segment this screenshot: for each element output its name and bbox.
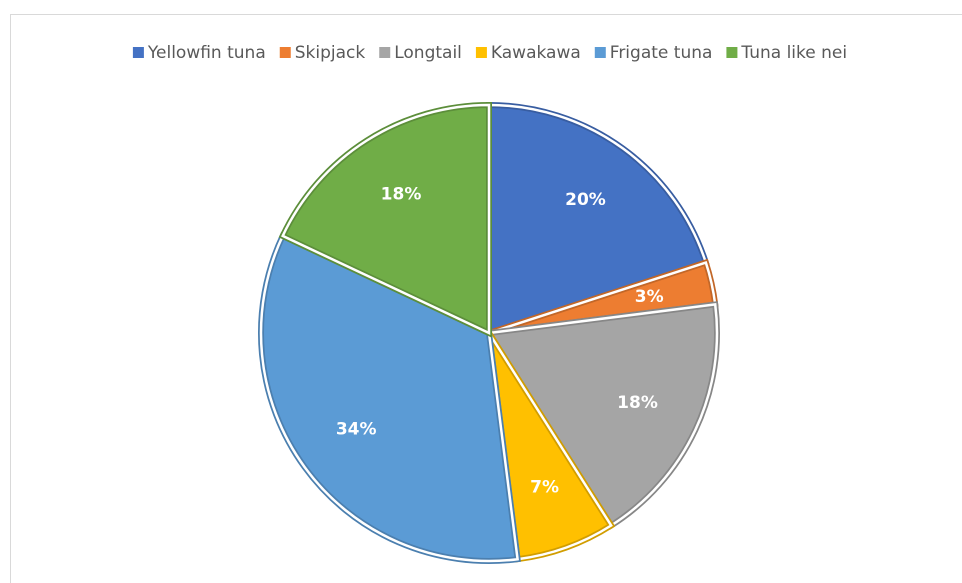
legend-swatch: [726, 47, 738, 58]
legend-label: Yellowfin tuna: [147, 43, 266, 63]
data-label: 18%: [381, 184, 422, 204]
legend-label: Longtail: [394, 43, 462, 63]
legend-swatch: [475, 47, 487, 58]
legend-label: Skipjack: [295, 43, 366, 63]
legend-swatch: [594, 47, 606, 58]
data-label: 18%: [617, 393, 658, 413]
data-label: 34%: [336, 419, 377, 439]
slice-gap: [486, 303, 719, 528]
slice-gap: [487, 103, 708, 335]
data-label: 7%: [530, 477, 559, 497]
legend-label: Kawakawa: [491, 43, 581, 63]
slice-gap: [259, 234, 519, 563]
legend-label: Tuna like nei: [740, 43, 847, 63]
data-label: 3%: [635, 287, 664, 307]
legend-swatch: [379, 47, 391, 58]
slice-gap: [281, 103, 491, 335]
legend-label: Frigate tuna: [610, 43, 713, 63]
legend-swatch: [132, 47, 144, 58]
data-label: 20%: [565, 190, 606, 210]
legend-swatch: [279, 47, 291, 58]
